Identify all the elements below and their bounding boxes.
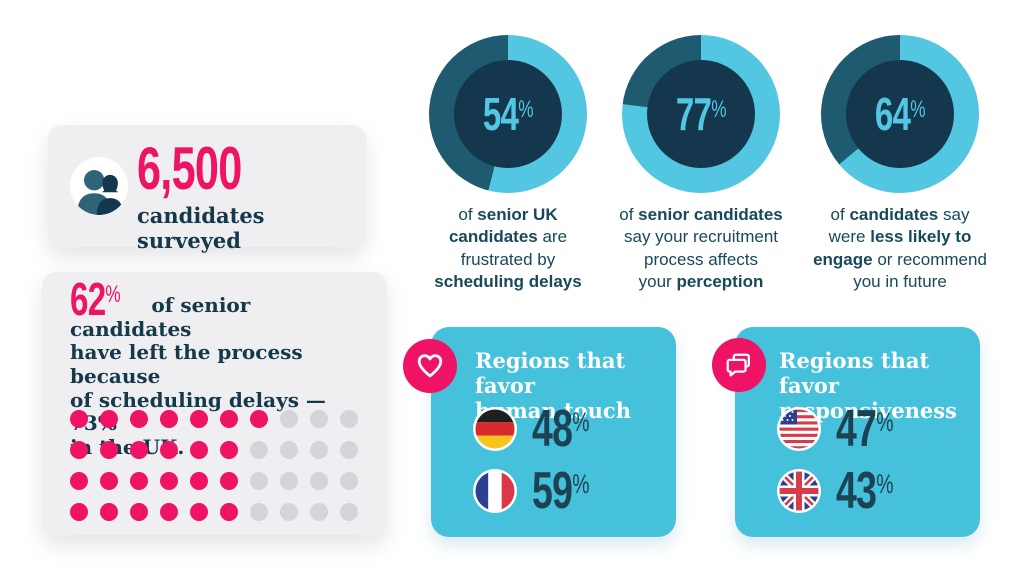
dot <box>130 472 148 490</box>
surveyed-card: 6,500 candidates surveyed <box>48 125 366 253</box>
people-icon <box>70 157 128 215</box>
france-value: 59% <box>532 462 590 520</box>
dot <box>310 503 328 521</box>
dot-grid <box>70 410 358 521</box>
usa-row: 47% <box>777 403 916 455</box>
dot <box>190 472 208 490</box>
dot <box>130 410 148 428</box>
usa-flag-icon <box>777 407 821 451</box>
dot <box>340 410 358 428</box>
dot <box>280 410 298 428</box>
dot <box>310 410 328 428</box>
donut-column-54: 54% of senior UK candidates are frustrated… <box>406 35 610 294</box>
dot <box>250 472 268 490</box>
dot <box>280 472 298 490</box>
donut-caption-54: of senior UK candidates are frustrated by s… <box>434 205 582 292</box>
france-flag-icon <box>473 469 517 513</box>
dot <box>220 410 238 428</box>
donut-value-77: 77% <box>675 88 727 140</box>
dot <box>280 441 298 459</box>
france-row: 59% <box>473 465 612 517</box>
donut-hole <box>647 60 755 168</box>
donut-value-54: 54% <box>482 88 534 140</box>
chat-icon <box>712 338 766 392</box>
donut-chart-54: 54% <box>429 35 587 193</box>
donut-chart-77: 77% <box>622 35 780 193</box>
dot <box>70 503 88 521</box>
donut-column-64: 64% of candidates say were less likely to… <box>798 35 1002 294</box>
donut-column-77: 77% of senior candidates say your recruit… <box>599 35 803 294</box>
dot <box>160 410 178 428</box>
dot <box>100 410 118 428</box>
dot <box>160 503 178 521</box>
dot <box>130 503 148 521</box>
dot <box>70 441 88 459</box>
uk-row: 43% <box>777 465 916 517</box>
dot <box>250 441 268 459</box>
donut-caption-77: of senior candidates say your recruitment… <box>619 205 783 292</box>
germany-flag-icon <box>473 407 517 451</box>
dot <box>280 503 298 521</box>
dot <box>340 441 358 459</box>
dot <box>190 441 208 459</box>
dot <box>100 503 118 521</box>
donut-value-64: 64% <box>874 88 926 140</box>
donut-chart-64: 64% <box>821 35 979 193</box>
dot <box>70 410 88 428</box>
dot <box>190 410 208 428</box>
germany-value: 48% <box>532 400 590 458</box>
human-touch-card: Regions that favor human touch 48% <box>431 327 676 537</box>
dot <box>130 441 148 459</box>
responsiveness-card: Regions that favor responsiveness <box>735 327 980 537</box>
uk-flag-icon <box>777 469 821 513</box>
usa-value: 47% <box>836 400 894 458</box>
surveyed-label: candidates surveyed <box>137 203 265 254</box>
heart-icon <box>403 339 457 393</box>
dot <box>220 441 238 459</box>
dot <box>70 472 88 490</box>
dot <box>250 410 268 428</box>
dot <box>100 441 118 459</box>
dot <box>160 441 178 459</box>
germany-row: 48% <box>473 403 612 455</box>
uk-value: 43% <box>836 462 894 520</box>
stat-62-percent: 62% <box>70 273 121 326</box>
dot <box>100 472 118 490</box>
dot <box>340 503 358 521</box>
dot <box>340 472 358 490</box>
dot <box>310 472 328 490</box>
donut-hole <box>846 60 954 168</box>
donut-hole <box>454 60 562 168</box>
donut-caption-64: of candidates say were less likely to enga… <box>813 205 987 292</box>
dot <box>160 472 178 490</box>
scheduling-delays-card: 62% of senior candidates have left the p… <box>42 272 387 535</box>
dot <box>220 503 238 521</box>
dot <box>190 503 208 521</box>
surveyed-count: 6,500 <box>137 135 242 202</box>
scheduling-delays-text: 62% of senior candidates have left the p… <box>70 273 326 459</box>
dot <box>250 503 268 521</box>
dot <box>220 472 238 490</box>
dot <box>310 441 328 459</box>
